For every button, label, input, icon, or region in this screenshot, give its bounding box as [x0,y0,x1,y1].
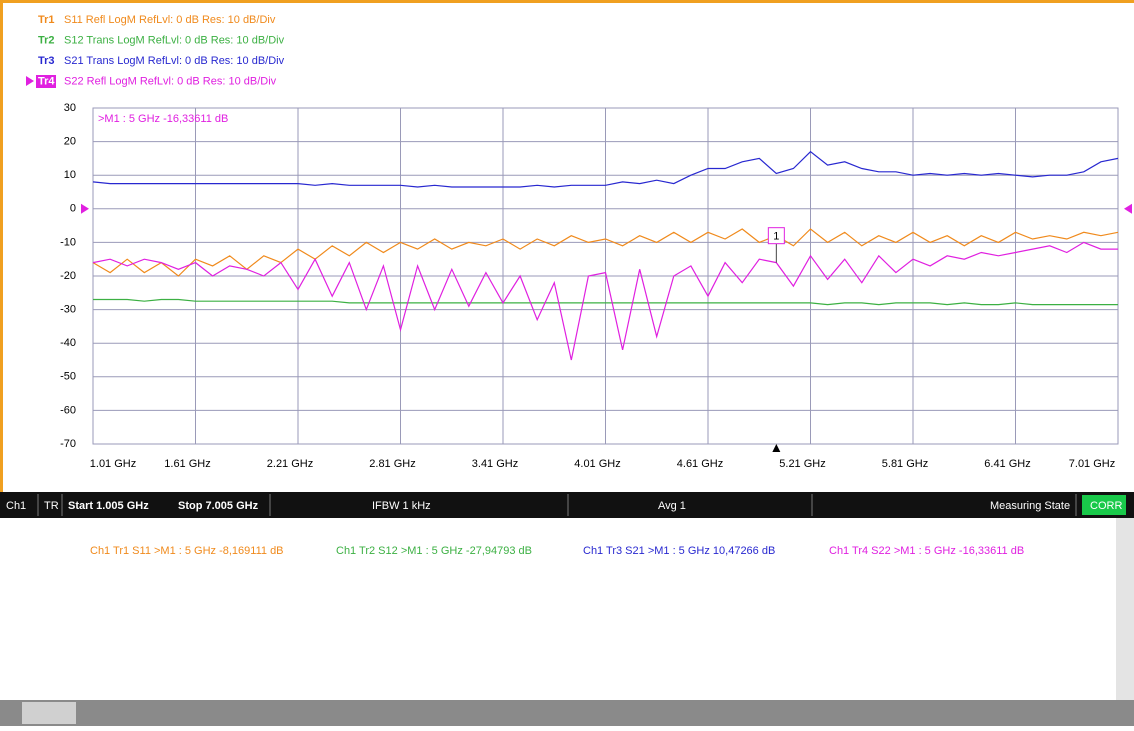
trace-id: Tr2 [38,34,55,46]
trace-line [92,241,1118,361]
y-tick-label: -70 [60,438,76,450]
ref-level-right [1124,203,1132,214]
x-tick-label: 1.01 GHz [90,458,136,470]
x-tick-label: 2.21 GHz [267,458,313,470]
marker-readout: Ch1 Tr2 S12 >M1 : 5 GHz -27,94793 dB [336,545,532,557]
y-tick-label: -20 [60,270,76,282]
plot-border [92,107,1119,445]
trace-label: S11 Refl LogM RefLvl: 0 dB Res: 10 dB/Di… [64,14,276,26]
x-tick-label: 7.01 GHz [1069,458,1115,470]
status-item: TR [44,500,59,512]
y-tick-label: 30 [64,102,76,114]
marker-box [767,227,785,245]
y-tick-label: -30 [60,304,76,316]
y-tick-label: -40 [60,337,76,349]
marker-label: 1 [773,231,779,243]
status-item: CORR [1090,500,1122,512]
trace-line [92,150,1119,188]
status-item: Stop 7.005 GHz [178,500,259,512]
trace-label: S21 Trans LogM RefLvl: 0 dB Res: 10 dB/D… [64,55,285,67]
y-tick-label: -60 [60,404,76,416]
ref-level-left [81,203,89,214]
marker-annotation: >M1 : 5 GHz -16,33611 dB [98,113,228,125]
frame-left [0,0,3,492]
marker-pointer [772,444,781,452]
x-tick-label: 4.01 GHz [574,458,620,470]
x-tick-label: 2.81 GHz [369,458,415,470]
status-item: Ch1 [6,500,26,512]
scroll-thumb[interactable] [22,702,76,724]
x-tick-label: 5.81 GHz [882,458,928,470]
marker-readout: Ch1 Tr4 S22 >M1 : 5 GHz -16,33611 dB [829,545,1024,557]
x-tick-label: 4.61 GHz [677,458,723,470]
marker-panel [0,518,1134,700]
trace-label: S12 Trans LogM RefLvl: 0 dB Res: 10 dB/D… [64,34,285,46]
trace-line [92,228,1119,277]
y-tick-label: 10 [64,169,76,181]
y-tick-label: -10 [60,236,76,248]
x-tick-label: 1.61 GHz [164,458,210,470]
y-tick-label: -50 [60,371,76,383]
y-tick-label: 20 [64,136,76,148]
status-item: Measuring State [990,500,1070,512]
trace-label: S22 Refl LogM RefLvl: 0 dB Res: 10 dB/Di… [64,75,277,87]
marker-readout: Ch1 Tr1 S11 >M1 : 5 GHz -8,169111 dB [90,545,284,557]
status-bar [0,492,1134,518]
status-item: Avg 1 [658,500,686,512]
trace-id: Tr1 [38,14,55,26]
trace-id: Tr3 [38,55,55,67]
x-tick-label: 5.21 GHz [779,458,825,470]
y-tick-label: 0 [70,203,76,215]
frame-top [0,0,1134,3]
active-trace-arrow [26,76,34,86]
active-trace-box [36,75,56,88]
corr-badge [1082,495,1126,515]
scrollbar-vertical[interactable] [1116,518,1134,700]
status-item: Start 1.005 GHz [68,500,149,512]
x-tick-label: 6.41 GHz [984,458,1030,470]
marker-readout: Ch1 Tr3 S21 >M1 : 5 GHz 10,47266 dB [583,545,775,557]
trace-line [93,298,1118,306]
scrollbar-horizontal[interactable] [0,700,1134,726]
trace-id: Tr4 [38,75,55,87]
status-item: IFBW 1 kHz [372,500,431,512]
x-tick-label: 3.41 GHz [472,458,518,470]
